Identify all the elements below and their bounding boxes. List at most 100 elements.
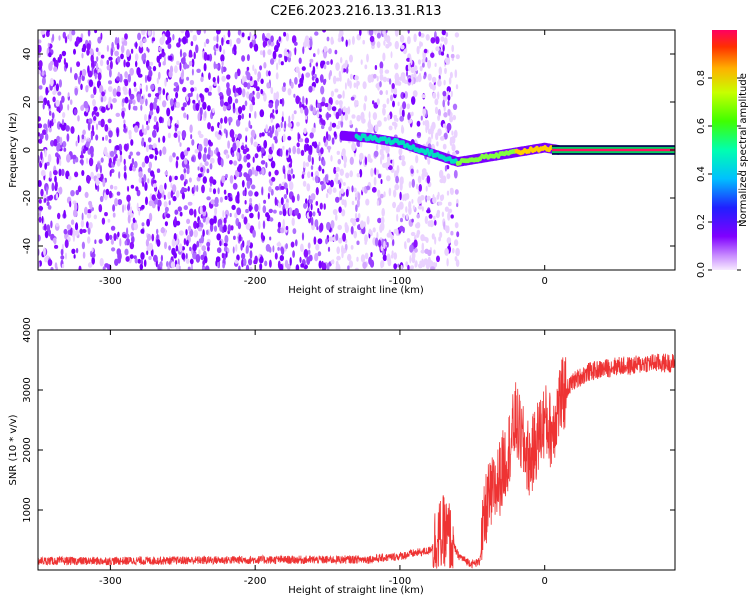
heatmap-cell	[136, 202, 139, 211]
heatmap-cell	[183, 168, 187, 174]
heatmap-cell	[259, 132, 262, 138]
heatmap-cell	[289, 181, 292, 189]
heatmap-cell	[328, 97, 333, 106]
heatmap-cell	[452, 114, 457, 121]
heatmap-cell	[193, 184, 196, 193]
x-tick-label: 0	[542, 276, 548, 287]
heatmap-cell	[333, 109, 336, 116]
heatmap-cell	[115, 145, 120, 151]
heatmap-cell	[96, 162, 101, 168]
heatmap-cell	[338, 206, 342, 213]
heatmap-cell	[442, 90, 447, 97]
heatmap-cell	[103, 146, 108, 156]
heatmap-cell	[172, 152, 176, 158]
y-tick-label: 2000	[22, 437, 33, 462]
heatmap-cell	[305, 143, 310, 151]
heatmap-cell	[377, 120, 382, 127]
heatmap-cell	[413, 247, 418, 253]
heatmap-cell	[356, 240, 360, 246]
heatmap-cell	[97, 36, 102, 44]
heatmap-cell	[178, 265, 181, 270]
heatmap-cell	[265, 70, 269, 77]
heatmap-cell	[95, 111, 100, 117]
heatmap-cell	[393, 263, 398, 270]
heatmap-cell	[323, 203, 326, 210]
heatmap-cell	[181, 252, 186, 260]
heatmap-cell	[93, 214, 98, 220]
heatmap-cell	[89, 145, 94, 155]
heatmap-cell	[214, 196, 219, 205]
heatmap-cell	[353, 82, 357, 88]
heatmap-cell	[322, 30, 327, 33]
y-tick-label: 0	[22, 147, 33, 153]
heatmap-cell	[163, 194, 166, 200]
heatmap-cell	[223, 217, 227, 224]
heatmap-cell	[89, 203, 93, 209]
heatmap-cell	[287, 169, 291, 175]
heatmap-cell	[70, 126, 75, 134]
heatmap-cell	[187, 93, 192, 98]
heatmap-cell	[421, 172, 425, 181]
heatmap-cell	[294, 77, 298, 85]
heatmap-cell	[81, 134, 85, 140]
heatmap-cell	[151, 194, 156, 201]
heatmap-cell	[337, 158, 342, 165]
heatmap-cell	[141, 204, 145, 210]
heatmap-cell	[435, 36, 440, 45]
heatmap-cell	[329, 179, 334, 188]
heatmap-cell	[434, 62, 437, 67]
heatmap-cell	[335, 260, 339, 268]
heatmap-cell	[351, 114, 356, 119]
heatmap-cell	[305, 97, 308, 106]
heatmap-cell	[253, 43, 259, 52]
heatmap-cell	[379, 193, 384, 199]
heatmap-cell	[445, 32, 449, 37]
heatmap-cell	[124, 79, 129, 87]
heatmap-cell	[231, 136, 235, 143]
heatmap-cell	[264, 260, 268, 267]
heatmap-cell	[38, 95, 44, 102]
heatmap-cell	[209, 176, 214, 184]
heatmap-cell	[392, 239, 395, 246]
heatmap-cell	[108, 138, 112, 144]
heatmap-cell	[435, 46, 440, 52]
heatmap-cell	[66, 224, 72, 230]
heatmap-cell	[38, 39, 42, 44]
heatmap-cell	[60, 255, 65, 260]
heatmap-cell	[86, 43, 91, 51]
heatmap-cell	[355, 127, 358, 134]
heatmap-cell	[85, 85, 89, 93]
heatmap-cell	[128, 154, 132, 160]
heatmap-cell	[243, 216, 248, 225]
heatmap-cell	[260, 78, 264, 85]
heatmap-cell	[71, 30, 76, 36]
heatmap-cell	[279, 210, 283, 216]
heatmap-cell	[246, 66, 250, 71]
heatmap-cell	[272, 245, 275, 253]
heatmap-cell	[299, 256, 302, 263]
heatmap-cell	[369, 158, 373, 164]
heatmap-cell	[241, 113, 244, 120]
heatmap-cell	[438, 201, 443, 206]
heatmap-cell	[133, 87, 138, 92]
heatmap-cell	[145, 196, 148, 206]
heatmap-cell	[393, 189, 397, 198]
heatmap-cell	[435, 262, 438, 267]
heatmap-cell	[312, 65, 316, 75]
heatmap-cell	[117, 256, 122, 264]
heatmap-cell	[200, 76, 204, 83]
heatmap-cell	[87, 262, 93, 268]
heatmap-cell	[440, 136, 445, 141]
heatmap-cell	[310, 193, 316, 201]
heatmap-cell	[270, 35, 274, 43]
heatmap-cell	[179, 142, 182, 147]
heatmap-cell	[411, 218, 414, 223]
heatmap-cell	[446, 173, 451, 180]
heatmap-cell	[140, 228, 145, 234]
heatmap-cell	[237, 114, 242, 121]
heatmap-cell	[196, 240, 200, 248]
heatmap-cell	[310, 105, 314, 112]
heatmap-cell	[433, 249, 436, 255]
heatmap-cell	[94, 30, 98, 34]
heatmap-cell	[157, 199, 162, 207]
